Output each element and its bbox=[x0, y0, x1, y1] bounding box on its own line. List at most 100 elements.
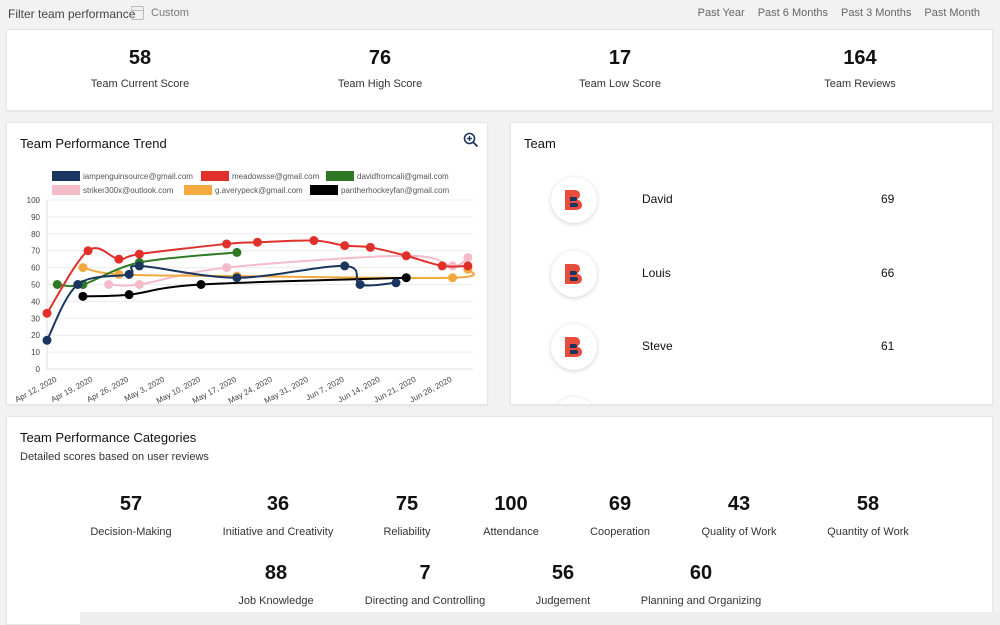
y-tick-label: 30 bbox=[31, 314, 40, 323]
trend-title: Team Performance Trend bbox=[20, 136, 167, 151]
legend-swatch bbox=[201, 171, 229, 181]
data-point bbox=[124, 269, 134, 279]
series-line bbox=[82, 276, 407, 298]
category-cooperation: 69 Cooperation bbox=[530, 493, 710, 538]
category-judgement: 56 Judgement bbox=[473, 562, 653, 607]
data-point bbox=[196, 280, 206, 289]
data-point bbox=[42, 335, 52, 345]
data-point bbox=[52, 280, 62, 289]
stat-label: Team Low Score bbox=[579, 78, 661, 90]
filter-bar: Filter team performance Custom Past Year… bbox=[0, 0, 1000, 28]
team-member-row[interactable]: Louis 66 bbox=[551, 251, 971, 301]
data-point bbox=[114, 254, 124, 264]
data-point bbox=[340, 241, 350, 251]
data-point bbox=[78, 291, 88, 301]
stat-value: 76 bbox=[368, 47, 392, 69]
data-point bbox=[463, 252, 473, 262]
range-past-year[interactable]: Past Year bbox=[697, 7, 745, 19]
series-line bbox=[57, 251, 238, 288]
zoom-in-icon[interactable] bbox=[463, 132, 479, 148]
member-score: 66 bbox=[881, 266, 895, 280]
category-label: Directing and Controlling bbox=[364, 595, 486, 607]
team-member-row[interactable]: Steve 61 bbox=[551, 324, 971, 374]
stat-reviews: 164 Team Reviews bbox=[760, 30, 960, 90]
avatar bbox=[551, 251, 597, 297]
team-card: Team David 69 Louis 66 Steve 61 bbox=[510, 122, 993, 405]
category-value: 36 bbox=[266, 493, 290, 515]
category-label: Decision-Making bbox=[90, 526, 172, 538]
legend-swatch bbox=[310, 185, 338, 195]
data-point bbox=[124, 290, 134, 300]
legend-item[interactable]: pantherhockeyfan@gmail.com bbox=[310, 184, 449, 196]
data-point bbox=[83, 246, 93, 256]
performance-categories-card: Team Performance Categories Detailed sco… bbox=[6, 416, 993, 625]
data-point bbox=[42, 308, 52, 318]
category-value: 7 bbox=[419, 562, 431, 584]
category-value: 56 bbox=[551, 562, 575, 584]
legend-label: striker300x@outlook.com bbox=[83, 185, 174, 195]
legend-label: iampenguinsource@gmail.com bbox=[83, 171, 193, 181]
legend-item[interactable]: davidfromcali@gmail.com bbox=[326, 170, 449, 182]
avatar bbox=[551, 177, 597, 223]
range-past-3-months[interactable]: Past 3 Months bbox=[841, 7, 912, 19]
stat-low-score: 17 Team Low Score bbox=[520, 30, 720, 90]
category-value: 88 bbox=[264, 562, 288, 584]
y-tick-label: 100 bbox=[27, 196, 41, 205]
team-member-row[interactable] bbox=[551, 397, 971, 404]
data-point bbox=[134, 280, 144, 289]
y-tick-label: 80 bbox=[31, 230, 40, 239]
data-point bbox=[104, 280, 114, 289]
brand-logo-icon bbox=[565, 190, 582, 210]
data-point bbox=[252, 237, 262, 247]
range-past-6-months[interactable]: Past 6 Months bbox=[757, 7, 829, 19]
data-point bbox=[222, 263, 232, 273]
y-tick-label: 20 bbox=[31, 331, 40, 340]
category-value: 60 bbox=[689, 562, 713, 584]
legend-label: g.averypeck@gmail.com bbox=[215, 185, 303, 195]
legend-item[interactable]: striker300x@outlook.com bbox=[52, 184, 173, 196]
data-point bbox=[447, 273, 457, 283]
stat-label: Team Current Score bbox=[90, 78, 190, 90]
member-score: 69 bbox=[881, 192, 895, 206]
data-point bbox=[134, 249, 144, 259]
range-past-month[interactable]: Past Month bbox=[924, 7, 980, 19]
category-label: Judgement bbox=[535, 595, 591, 607]
data-point bbox=[437, 261, 447, 271]
legend-item[interactable]: g.averypeck@gmail.com bbox=[184, 184, 303, 196]
y-tick-label: 90 bbox=[31, 213, 40, 222]
member-name: David bbox=[642, 192, 673, 206]
legend-item[interactable]: iampenguinsource@gmail.com bbox=[52, 170, 193, 182]
category-quantity-of-work: 58 Quantity of Work bbox=[778, 493, 958, 538]
y-tick-label: 50 bbox=[31, 281, 40, 290]
legend-swatch bbox=[52, 185, 80, 195]
y-tick-label: 40 bbox=[31, 297, 40, 306]
category-attendance: 100 Attendance bbox=[421, 493, 601, 538]
category-quality-of-work: 43 Quality of Work bbox=[649, 493, 829, 538]
stat-value: 164 bbox=[843, 47, 877, 69]
category-directing-controlling: 7 Directing and Controlling bbox=[335, 562, 515, 607]
data-point bbox=[365, 242, 375, 252]
calendar-icon[interactable] bbox=[131, 6, 144, 20]
category-value: 58 bbox=[856, 493, 880, 515]
category-initiative: 36 Initiative and Creativity bbox=[188, 493, 368, 538]
data-point bbox=[232, 247, 242, 257]
stat-label: Team Reviews bbox=[824, 78, 896, 90]
category-label: Quantity of Work bbox=[827, 526, 909, 538]
legend-item[interactable]: meadowsse@gmail.com bbox=[201, 170, 319, 182]
category-label: Reliability bbox=[383, 526, 431, 538]
custom-range-button[interactable]: Custom bbox=[151, 7, 189, 19]
y-tick-label: 10 bbox=[31, 348, 40, 357]
avatar bbox=[551, 397, 597, 404]
categories-subtitle: Detailed scores based on user reviews bbox=[20, 451, 209, 463]
category-label: Quality of Work bbox=[701, 526, 777, 538]
y-tick-label: 60 bbox=[31, 264, 40, 273]
category-planning-organizing: 60 Planning and Organizing bbox=[611, 562, 791, 607]
category-value: 57 bbox=[119, 493, 143, 515]
team-member-row[interactable]: David 69 bbox=[551, 177, 971, 227]
y-tick-label: 0 bbox=[36, 365, 41, 374]
brand-logo-icon bbox=[565, 337, 582, 357]
data-point bbox=[232, 273, 242, 283]
stat-value: 58 bbox=[128, 47, 152, 69]
category-label: Attendance bbox=[483, 526, 539, 538]
